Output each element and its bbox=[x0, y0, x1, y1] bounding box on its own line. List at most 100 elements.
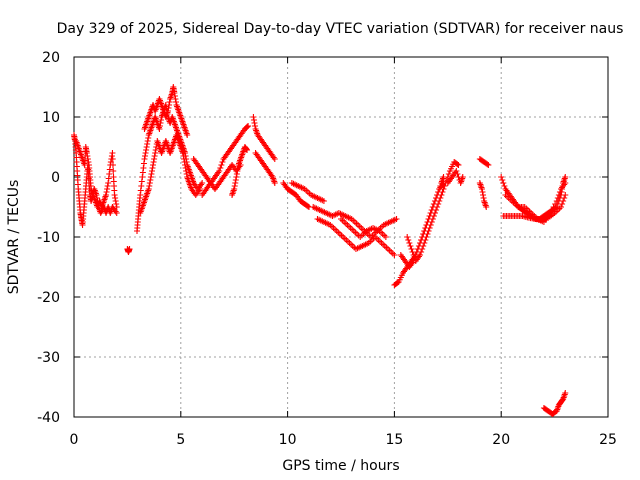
data-point-interp bbox=[271, 178, 278, 185]
data-point-interp bbox=[357, 243, 364, 250]
y-tick-label: -20 bbox=[37, 290, 60, 306]
y-tick-label: 20 bbox=[42, 50, 60, 66]
data-point-interp bbox=[185, 178, 192, 185]
data-point-interp bbox=[195, 187, 202, 194]
data-point-interp bbox=[526, 208, 533, 215]
data-point-interp bbox=[405, 237, 412, 243]
data-point-interp bbox=[459, 175, 466, 182]
data-point-interp bbox=[561, 391, 568, 398]
y-tick-label: 0 bbox=[51, 170, 60, 186]
data-point-interp bbox=[293, 182, 300, 189]
data-point-interp bbox=[183, 130, 190, 137]
data-point-interp bbox=[554, 195, 561, 201]
data-point-interp bbox=[108, 153, 115, 159]
data-point-interp bbox=[183, 171, 190, 177]
data-point-interp bbox=[234, 165, 241, 171]
data-point-interp bbox=[151, 153, 158, 159]
data-point-interp bbox=[172, 124, 179, 131]
data-point-interp bbox=[342, 220, 349, 227]
data-point-interp bbox=[179, 118, 186, 125]
data-point-interp bbox=[166, 99, 173, 105]
data-point-interp bbox=[86, 171, 93, 177]
data-points bbox=[71, 84, 569, 417]
data-point-interp bbox=[347, 215, 354, 222]
data-point-interp bbox=[104, 183, 111, 189]
data-point-interp bbox=[549, 211, 556, 218]
data-point-interp bbox=[106, 166, 113, 173]
axis-ticks: 0 5 10 15 20 25 20 10 0 -10 -20 -30 -40 bbox=[37, 50, 617, 448]
data-point-interp bbox=[232, 177, 239, 183]
data-point-interp bbox=[454, 171, 461, 177]
series-sdtvar-j bbox=[250, 114, 278, 162]
data-point-interp bbox=[147, 177, 154, 183]
x-tick-label: 15 bbox=[385, 432, 403, 448]
data-point-interp bbox=[440, 186, 447, 192]
data-point-interp bbox=[304, 203, 311, 210]
data-point-interp bbox=[559, 201, 566, 207]
data-point-interp bbox=[179, 148, 186, 155]
data-point-interp bbox=[478, 184, 485, 191]
data-point-interp bbox=[102, 193, 109, 200]
data-point-interp bbox=[95, 201, 102, 207]
data-point-interp bbox=[113, 201, 120, 207]
data-point-interp bbox=[153, 103, 160, 110]
data-point-interp bbox=[172, 99, 179, 105]
series-sdtvar-y bbox=[500, 192, 569, 224]
data-point-interp bbox=[79, 154, 86, 161]
data-point-interp bbox=[243, 124, 250, 131]
data-point-interp bbox=[138, 178, 145, 185]
data-point-interp bbox=[560, 198, 567, 204]
data-point-interp bbox=[379, 223, 386, 230]
data-point-interp bbox=[243, 146, 250, 153]
series-sdtvar-b bbox=[73, 138, 120, 216]
data-point-interp bbox=[81, 201, 88, 207]
data-point-interp bbox=[198, 181, 205, 188]
y-axis-label: SDTVAR / TECUs bbox=[6, 180, 22, 295]
data-point-interp bbox=[74, 142, 81, 149]
data-point-interp bbox=[454, 161, 461, 168]
data-point-interp bbox=[551, 409, 558, 416]
data-point-interp bbox=[389, 250, 396, 257]
data-point-interp bbox=[478, 157, 485, 164]
data-point-interp bbox=[291, 190, 298, 197]
data-point-interp bbox=[92, 190, 99, 197]
data-point-interp bbox=[480, 195, 487, 201]
data-point-interp bbox=[181, 159, 188, 165]
data-point bbox=[425, 228, 432, 234]
data-point-interp bbox=[422, 237, 429, 243]
data-point-interp bbox=[332, 226, 339, 233]
data-point-interp bbox=[484, 161, 491, 168]
data-point-interp bbox=[415, 253, 422, 260]
data-point-interp bbox=[353, 220, 360, 227]
y-tick-label: -30 bbox=[37, 350, 60, 366]
data-point bbox=[498, 174, 505, 180]
data-point-interp bbox=[177, 142, 184, 149]
data-point-interp bbox=[170, 118, 177, 125]
data-point-interp bbox=[419, 246, 426, 252]
data-point-interp bbox=[556, 189, 563, 195]
data-point-interp bbox=[143, 121, 150, 128]
data-point-interp bbox=[431, 210, 438, 216]
data-point-interp bbox=[455, 174, 462, 180]
data-point-interp bbox=[85, 159, 92, 165]
x-tick-label: 10 bbox=[279, 432, 297, 448]
x-tick-label: 25 bbox=[599, 432, 617, 448]
series-sdtvar-t bbox=[444, 168, 466, 186]
data-point-interp bbox=[138, 205, 145, 212]
data-point-interp bbox=[500, 180, 507, 186]
data-point-interp bbox=[286, 187, 293, 194]
data-point-interp bbox=[439, 189, 446, 195]
data-point-interp bbox=[83, 148, 90, 155]
data-point-interp bbox=[160, 145, 167, 152]
data-point-interp bbox=[303, 202, 310, 209]
series-sdtvar-c bbox=[124, 246, 133, 255]
data-point-interp bbox=[427, 222, 434, 228]
data-point-interp bbox=[109, 162, 116, 168]
data-point-interp bbox=[239, 151, 246, 158]
data-point-interp bbox=[75, 181, 82, 188]
data-point-interp bbox=[270, 154, 277, 161]
data-point-interp bbox=[147, 127, 154, 134]
data-point-interp bbox=[219, 159, 226, 165]
data-point-interp bbox=[418, 249, 425, 255]
